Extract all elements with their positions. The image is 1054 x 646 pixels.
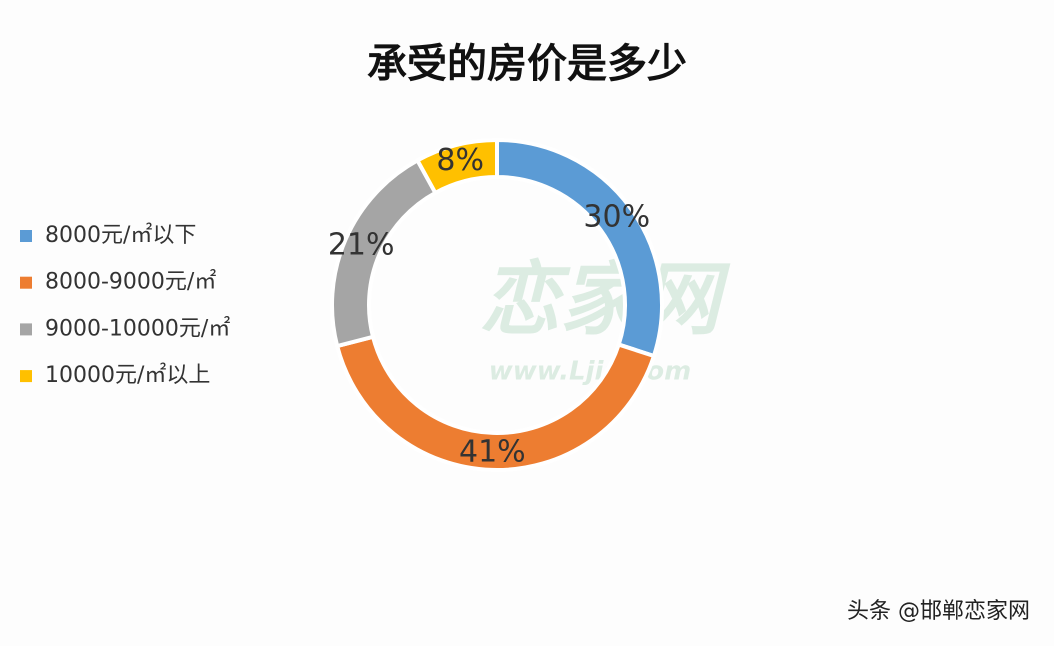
donut-segment [414, 137, 499, 196]
legend-swatch [20, 323, 32, 336]
footer: 头条 @邯郸恋家网 [847, 599, 1030, 624]
legend-swatch [20, 370, 32, 383]
legend-swatch [20, 276, 32, 289]
legend-label: 9000-10000元/㎡ [45, 315, 230, 341]
data-label: 8% [436, 143, 484, 178]
legend-label: 8000-9000元/㎡ [45, 269, 216, 295]
legend-swatch [20, 230, 32, 242]
legend-label: 8000元/㎡以下 [45, 222, 196, 248]
legend-label: 10000元/㎡以上 [45, 362, 210, 388]
watermark: 恋家网 [480, 253, 731, 346]
data-label: 41% [459, 434, 526, 469]
data-label: 30% [583, 200, 650, 235]
data-label: 21% [328, 228, 395, 263]
watermark: www.Ljia.com [489, 357, 691, 387]
donut-segment [334, 334, 657, 472]
chart-title: 承受的房价是多少 [367, 41, 687, 87]
